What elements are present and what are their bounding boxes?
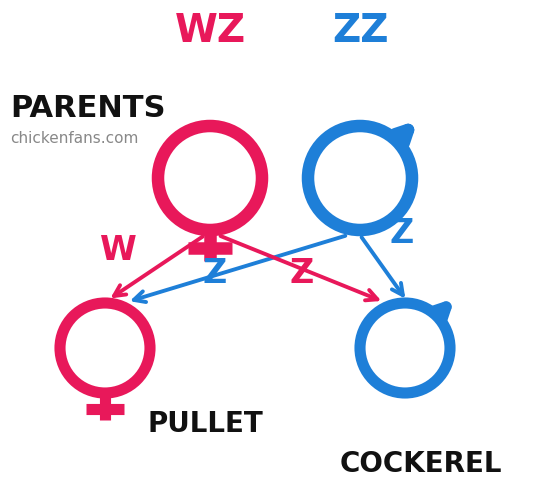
Text: Z: Z [203,257,227,290]
Text: ZZ: ZZ [332,12,388,50]
Text: Z: Z [390,217,414,250]
Text: Z: Z [290,257,314,290]
Text: chickenfans.com: chickenfans.com [10,131,138,146]
Text: WZ: WZ [174,12,245,50]
Text: COCKEREL: COCKEREL [340,449,502,477]
Text: PARENTS: PARENTS [10,94,166,123]
Text: PULLET: PULLET [148,409,264,437]
Text: W: W [100,234,137,267]
